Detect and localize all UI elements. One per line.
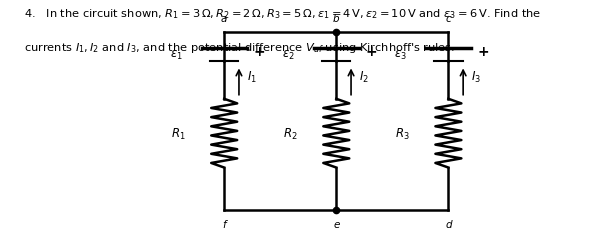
Text: a: a (221, 14, 227, 24)
Text: $\varepsilon_2$: $\varepsilon_2$ (282, 49, 295, 62)
Text: $\varepsilon_3$: $\varepsilon_3$ (394, 49, 407, 62)
Text: $R_2$: $R_2$ (283, 126, 298, 141)
Text: currents $I_1, I_2$ and $I_3$, and the potential difference $V_{af}$ using Kirch: currents $I_1, I_2$ and $I_3$, and the p… (24, 41, 455, 55)
Text: b: b (333, 14, 340, 24)
Text: $I_1$: $I_1$ (247, 70, 257, 85)
Text: d: d (445, 219, 452, 229)
Text: f: f (222, 219, 226, 229)
Text: $I_2$: $I_2$ (359, 70, 369, 85)
Text: 4.   In the circuit shown, $R_1 = 3\,\Omega, R_2 = 2\,\Omega, R_3 = 5\,\Omega, \: 4. In the circuit shown, $R_1 = 3\,\Omeg… (24, 7, 541, 21)
Text: $R_3$: $R_3$ (395, 126, 410, 141)
Text: +: + (478, 45, 490, 59)
Text: +: + (254, 45, 266, 59)
Text: e: e (333, 219, 339, 229)
Text: $R_1$: $R_1$ (171, 126, 186, 141)
Text: c: c (445, 14, 451, 24)
Text: +: + (366, 45, 378, 59)
Text: $I_3$: $I_3$ (471, 70, 481, 85)
Text: $\varepsilon_1$: $\varepsilon_1$ (170, 49, 183, 62)
